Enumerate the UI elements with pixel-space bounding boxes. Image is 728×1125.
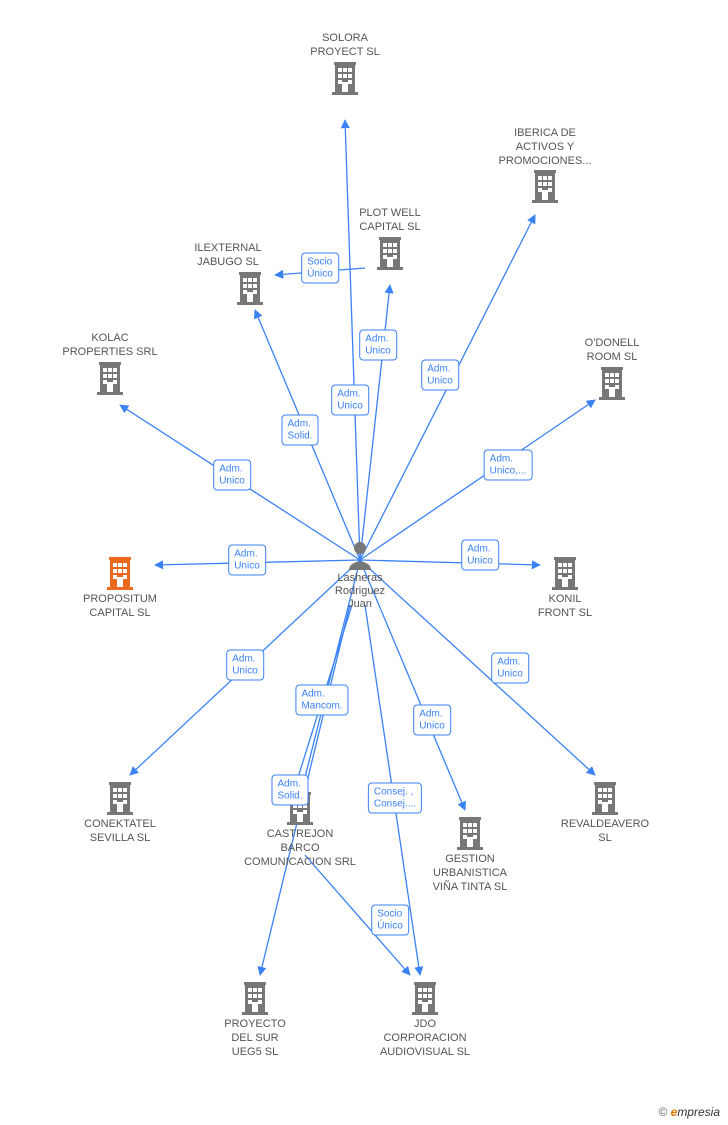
company-label: REVALDEAVEROSL <box>545 818 665 846</box>
company-label: O'DONELLROOM SL <box>552 337 672 365</box>
building-icon <box>285 60 405 96</box>
edge-label: Adm.Unico <box>226 650 264 681</box>
edge-label: Adm.Unico <box>413 705 451 736</box>
company-node-iberica[interactable]: IBERICA DEACTIVOS YPROMOCIONES... <box>485 125 605 204</box>
building-icon <box>60 555 180 591</box>
company-label: KONILFRONT SL <box>505 593 625 621</box>
edge-label: SocioÚnico <box>301 253 339 284</box>
company-node-odonell[interactable]: O'DONELLROOM SL <box>552 335 672 401</box>
building-icon <box>552 365 672 401</box>
company-label: PROYECTODEL SURUEG5 SL <box>195 1018 315 1059</box>
company-node-plotwell[interactable]: PLOT WELLCAPITAL SL <box>330 205 450 271</box>
edge-label: SocioÚnico <box>371 905 409 936</box>
building-icon <box>545 780 665 816</box>
building-icon <box>195 980 315 1016</box>
company-label: CONEKTATELSEVILLA SL <box>60 818 180 846</box>
company-node-proyecto[interactable]: PROYECTODEL SURUEG5 SL <box>195 980 315 1059</box>
company-label: SOLORAPROYECT SL <box>285 32 405 60</box>
company-label: IBERICA DEACTIVOS YPROMOCIONES... <box>485 127 605 168</box>
company-node-propositum[interactable]: PROPOSITUMCAPITAL SL <box>60 555 180 621</box>
company-node-kolac[interactable]: KOLACPROPERTIES SRL <box>50 330 170 396</box>
building-icon <box>190 270 310 306</box>
building-icon <box>330 235 450 271</box>
company-node-gestion[interactable]: GESTIONURBANISTICAVIÑA TINTA SL <box>410 815 530 894</box>
person-icon <box>300 540 420 570</box>
building-icon <box>365 980 485 1016</box>
company-label: PROPOSITUMCAPITAL SL <box>60 593 180 621</box>
edge-label: Adm.Unico <box>359 330 397 361</box>
edge-label: Consej. ,Consej.... <box>368 783 422 814</box>
company-label: KOLACPROPERTIES SRL <box>50 332 170 360</box>
company-node-jdo[interactable]: JDOCORPORACIONAUDIOVISUAL SL <box>365 980 485 1059</box>
edge-label: Adm.Mancom. <box>295 685 348 716</box>
edge-line <box>360 400 595 560</box>
edge-line <box>360 285 390 560</box>
edge-label: Adm.Solid. <box>281 415 318 446</box>
copyright: © empresia <box>658 1105 720 1119</box>
company-label: GESTIONURBANISTICAVIÑA TINTA SL <box>410 853 530 894</box>
edge-label: Adm.Unico <box>461 540 499 571</box>
center-person-node[interactable]: LasherasRodriguezJuan <box>300 540 420 612</box>
edge-label: Adm.Unico <box>421 360 459 391</box>
company-label: PLOT WELLCAPITAL SL <box>330 207 450 235</box>
company-node-konil[interactable]: KONILFRONT SL <box>505 555 625 621</box>
edge-label: Adm.Unico <box>491 653 529 684</box>
edge-label: Adm.Unico,... <box>484 450 533 481</box>
company-node-conektatel[interactable]: CONEKTATELSEVILLA SL <box>60 780 180 846</box>
center-label: LasherasRodriguezJuan <box>300 572 420 612</box>
brand-rest: mpresia <box>677 1105 720 1119</box>
building-icon <box>505 555 625 591</box>
edge-line <box>345 120 360 560</box>
building-icon <box>50 360 170 396</box>
company-node-ilexternal[interactable]: ILEXTERNALJABUGO SL <box>190 240 310 306</box>
company-label: ILEXTERNALJABUGO SL <box>168 242 288 270</box>
edge-label: Adm.Unico <box>331 385 369 416</box>
company-node-solora[interactable]: SOLORAPROYECT SL <box>285 30 405 96</box>
edge-label: Adm.Solid. <box>271 775 308 806</box>
building-icon <box>410 815 530 851</box>
company-label: JDOCORPORACIONAUDIOVISUAL SL <box>365 1018 485 1059</box>
copyright-symbol: © <box>658 1105 667 1119</box>
company-label: CASTREJONBARCOCOMUNICACION SRL <box>240 828 360 869</box>
edge-label: Adm.Unico <box>228 545 266 576</box>
building-icon <box>485 168 605 204</box>
edge-label: Adm.Unico <box>213 460 251 491</box>
company-node-revaldeavero[interactable]: REVALDEAVEROSL <box>545 780 665 846</box>
building-icon <box>60 780 180 816</box>
